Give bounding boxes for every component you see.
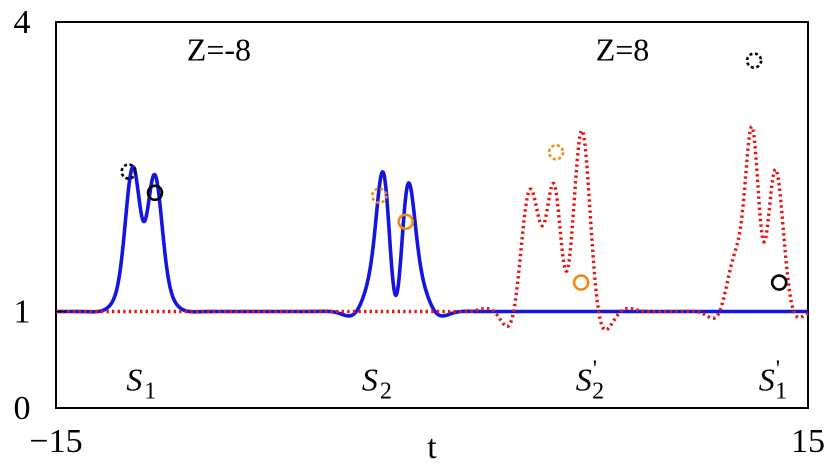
annotation-2: Z=8 — [596, 32, 650, 68]
peak-marker-2 — [146, 184, 164, 202]
x-tick-label-2: 15 — [791, 423, 824, 460]
peak-marker-3 — [371, 187, 388, 204]
series-line-z8 — [54, 124, 810, 332]
peak-marker-1 — [120, 163, 137, 180]
peak-marker-6 — [572, 274, 590, 291]
peak-marker-5 — [547, 143, 565, 161]
x-axis-title: t — [427, 429, 437, 466]
peak-markers — [120, 52, 788, 291]
peak-marker-7 — [745, 52, 763, 69]
y-tick-label-2: 1 — [14, 294, 31, 331]
data-layer — [54, 124, 810, 332]
x-tick-label-1: −15 — [29, 423, 82, 460]
annotation-1: Z=-8 — [187, 32, 251, 68]
y-tick-label-1: 0 — [14, 390, 31, 427]
peak-marker-4 — [397, 213, 414, 231]
soliton-label-3: S' 2 — [576, 357, 604, 405]
peak-marker-8 — [770, 274, 788, 291]
y-tick-label-3: 4 — [14, 4, 31, 41]
plot-frame — [55, 21, 809, 409]
